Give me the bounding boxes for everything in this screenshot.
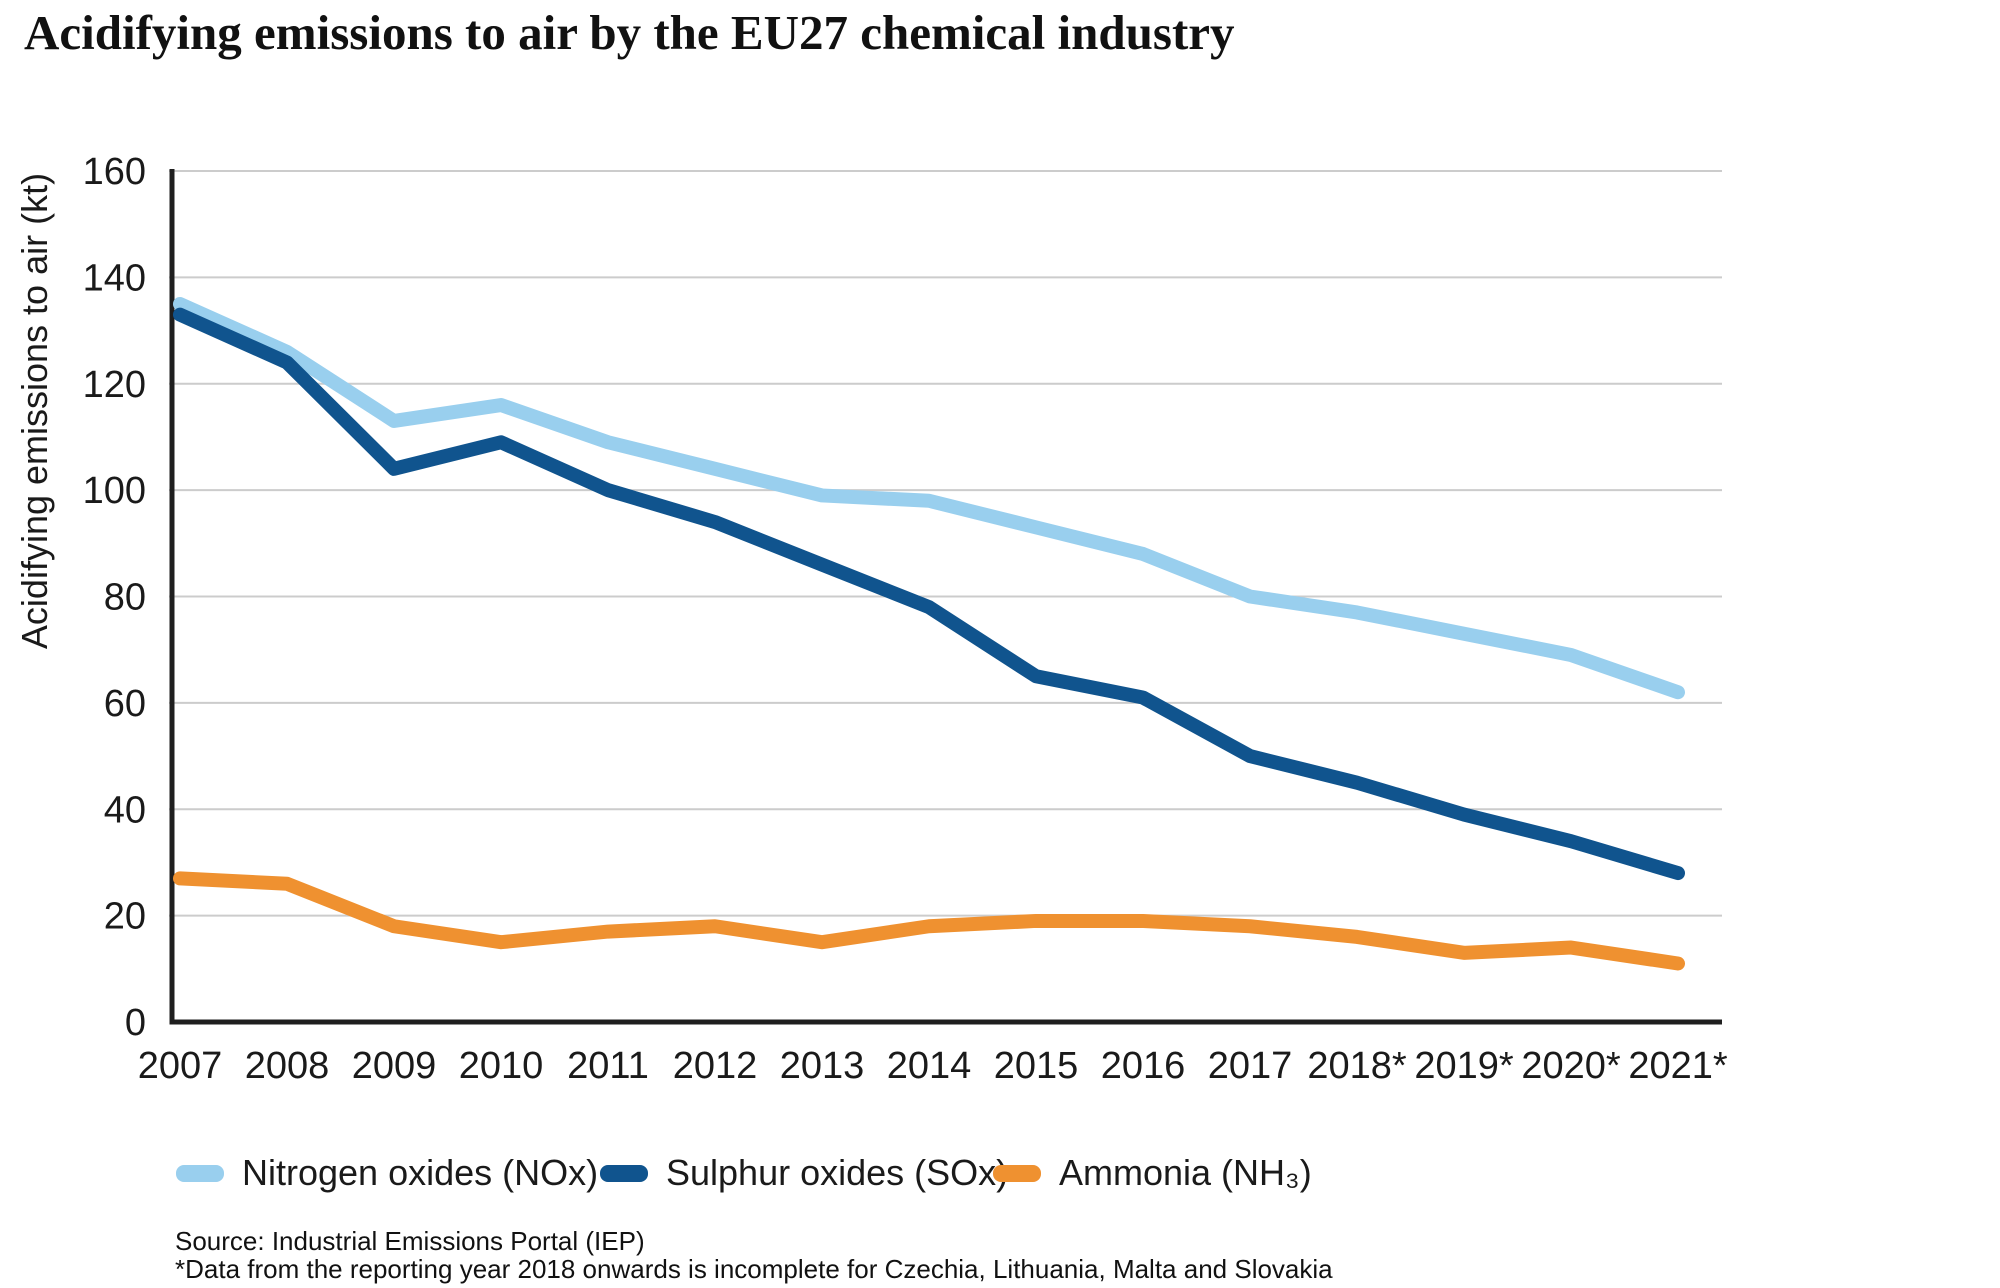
x-tick-label: 2007 <box>138 1045 223 1087</box>
nh3-legend-swatch <box>993 1164 1041 1182</box>
y-tick-label: 20 <box>104 896 146 938</box>
source-line: Source: Industrial Emissions Portal (IEP… <box>175 1226 645 1256</box>
footnotes: Source: Industrial Emissions Portal (IEP… <box>175 1227 1333 1283</box>
x-tick-label: 2018* <box>1307 1045 1407 1087</box>
y-tick-label: 0 <box>125 1002 146 1044</box>
page-title: Acidifying emissions to air by the EU27 … <box>24 5 1235 60</box>
note-line: *Data from the reporting year 2018 onwar… <box>175 1254 1333 1284</box>
x-tick-label: 2012 <box>673 1045 758 1087</box>
sox-legend-label: Sulphur oxides (SOx) <box>666 1152 1009 1193</box>
x-tick-label: 2016 <box>1101 1045 1186 1087</box>
x-tick-label: 2009 <box>352 1045 437 1087</box>
x-tick-label: 2011 <box>567 1045 649 1087</box>
x-tick-label: 2020* <box>1521 1045 1621 1087</box>
y-tick-label: 160 <box>83 151 146 193</box>
nh3-legend-label: Ammonia (NH₃) <box>1059 1152 1312 1193</box>
x-tick-label: 2013 <box>780 1045 865 1087</box>
nox-line <box>173 296 1685 700</box>
legend-item-nox: Nitrogen oxides (NOx) <box>176 1150 598 1196</box>
y-tick-label: 120 <box>83 364 146 406</box>
x-tick-label: 2021* <box>1628 1045 1728 1087</box>
sox-line <box>173 307 1685 881</box>
chart-legend: Nitrogen oxides (NOx) Sulphur oxides (SO… <box>0 1150 2000 1196</box>
emissions-line-chart: 0 20 40 60 80 100 120 140 160 2007 2008 2009 2010 201… <box>83 151 1728 1087</box>
nox-legend-label: Nitrogen oxides (NOx) <box>242 1152 599 1193</box>
y-tick-label: 40 <box>104 789 146 831</box>
y-tick-label: 100 <box>83 470 146 512</box>
x-tick-label: 2008 <box>245 1045 330 1087</box>
sox-legend-swatch <box>600 1164 648 1182</box>
x-tick-label: 2019* <box>1414 1045 1514 1087</box>
nh3-line <box>173 871 1685 971</box>
legend-item-nh3: Ammonia (NH₃) <box>993 1150 1312 1196</box>
y-tick-label: 60 <box>104 683 146 725</box>
y-tick-label: 80 <box>104 577 146 619</box>
legend-item-sox: Sulphur oxides (SOx) <box>600 1150 1008 1196</box>
x-tick-label: 2017 <box>1208 1045 1293 1087</box>
x-tick-label: 2014 <box>887 1045 972 1087</box>
y-tick-label: 140 <box>83 257 146 299</box>
x-tick-label: 2010 <box>459 1045 544 1087</box>
x-tick-label: 2015 <box>994 1045 1079 1087</box>
nox-legend-swatch <box>176 1164 224 1182</box>
